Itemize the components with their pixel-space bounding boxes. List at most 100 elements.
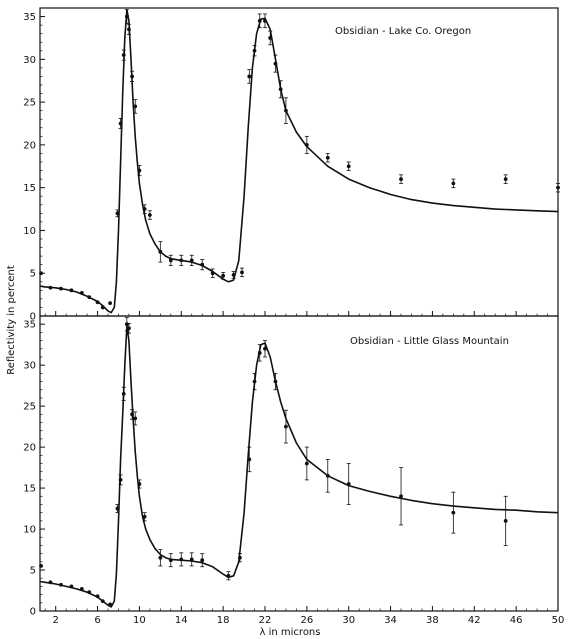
x-tick-label: 10 xyxy=(133,615,146,626)
data-point xyxy=(503,177,508,182)
y-tick-label: 5 xyxy=(30,566,36,577)
data-point xyxy=(108,301,113,306)
plot-frame xyxy=(39,315,559,612)
data-point xyxy=(252,379,257,384)
data-point xyxy=(284,424,288,429)
data-point xyxy=(158,555,163,560)
data-point xyxy=(158,249,163,254)
y-tick-label: 25 xyxy=(23,98,36,109)
data-point xyxy=(95,594,100,599)
chart-top-panel: Obsidian - Lake Co. Oregon 0 5 10 15 20 25 30 3… xyxy=(23,7,560,323)
data-point xyxy=(346,164,351,169)
x-tick-label: 6 xyxy=(94,615,100,626)
data-point xyxy=(59,286,63,291)
x-tick-label: 50 xyxy=(552,615,565,626)
data-point xyxy=(118,121,123,126)
x-tick-label: 26 xyxy=(300,615,313,626)
y-tick-label: 30 xyxy=(23,361,36,372)
data-point xyxy=(273,61,278,66)
fitted-curve xyxy=(39,325,559,608)
data-point xyxy=(87,590,92,595)
data-point xyxy=(231,273,236,277)
data-point xyxy=(263,18,267,23)
data-point xyxy=(273,379,278,384)
y-tick-label: 15 xyxy=(23,183,36,194)
y-tick-label: 35 xyxy=(23,12,36,23)
data-point xyxy=(48,285,53,290)
data-point xyxy=(95,300,100,305)
data-point xyxy=(59,582,63,587)
y-tick-label: 15 xyxy=(23,484,36,495)
data-point xyxy=(263,346,267,351)
data-point xyxy=(556,185,560,190)
data-point xyxy=(247,74,252,79)
data-point xyxy=(325,473,330,478)
x-tick-label: 14 xyxy=(175,615,188,626)
data-point xyxy=(221,273,226,278)
y-tick-label: 10 xyxy=(23,226,36,237)
y-tick-label: 5 xyxy=(30,269,36,280)
data-point xyxy=(133,104,138,109)
data-point xyxy=(247,457,252,462)
data-point xyxy=(69,584,74,589)
data-point xyxy=(284,108,288,113)
data-point xyxy=(121,391,126,396)
data-point xyxy=(325,155,330,160)
data-point xyxy=(252,48,257,53)
x-tick-label: 22 xyxy=(259,615,272,626)
y-tick-label: 20 xyxy=(23,140,36,151)
chart-title: Obsidian - Lake Co. Oregon xyxy=(335,26,471,37)
data-point xyxy=(79,291,84,295)
y-tick-label: 20 xyxy=(23,443,36,454)
data-point xyxy=(346,482,351,486)
data-point xyxy=(100,599,105,604)
data-point xyxy=(100,305,105,310)
chart-bottom-panel: Obsidian - Little Glass Mountain 0 5 10 15 2… xyxy=(23,315,565,626)
fitted-curve xyxy=(39,8,559,314)
data-point xyxy=(179,557,184,562)
data-point xyxy=(451,510,456,515)
data-point xyxy=(39,271,43,276)
x-tick-label: 42 xyxy=(468,615,481,626)
chart-title: Obsidian - Little Glass Mountain xyxy=(350,336,509,347)
data-point xyxy=(127,27,131,32)
data-point xyxy=(124,322,129,327)
x-tick-label: 30 xyxy=(342,615,355,626)
data-point xyxy=(115,211,120,216)
data-point xyxy=(142,207,147,211)
data-point xyxy=(115,506,120,511)
data-point xyxy=(304,461,309,466)
y-tick-label: 10 xyxy=(23,525,36,536)
y-tick-label: 25 xyxy=(23,402,36,413)
x-tick-label: 38 xyxy=(426,615,439,626)
data-point xyxy=(399,494,403,499)
data-point xyxy=(142,514,147,519)
data-point xyxy=(503,518,508,523)
data-point xyxy=(118,477,123,482)
data-point xyxy=(257,350,262,355)
x-tick-label: 46 xyxy=(510,615,523,626)
data-point xyxy=(168,258,173,263)
data-point xyxy=(168,558,173,563)
data-point xyxy=(278,87,283,92)
data-point xyxy=(127,326,131,331)
y-tick-label: 0 xyxy=(30,607,36,618)
data-point xyxy=(39,564,43,568)
x-tick-label: 34 xyxy=(384,615,397,626)
data-point xyxy=(87,295,92,300)
data-point xyxy=(69,288,74,293)
y-axis-label: Reflectivity in percent xyxy=(6,265,17,375)
data-point xyxy=(189,557,194,562)
data-point xyxy=(240,270,244,275)
plot-frame xyxy=(39,7,559,317)
data-point xyxy=(237,555,242,560)
data-point xyxy=(121,53,126,57)
data-point xyxy=(130,412,134,417)
data-point xyxy=(399,177,403,182)
y-tick-label: 0 xyxy=(30,312,36,323)
data-point xyxy=(257,18,262,23)
data-point xyxy=(147,213,152,217)
data-point xyxy=(189,258,194,263)
x-axis-label: λ in microns xyxy=(260,627,321,638)
